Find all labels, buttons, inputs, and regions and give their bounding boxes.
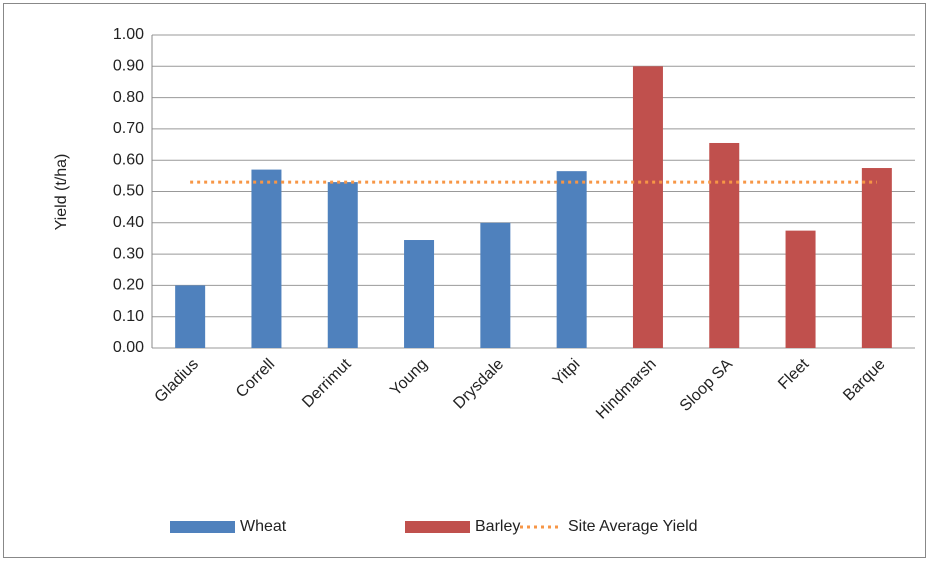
legend-label: Site Average Yield [568,518,698,535]
bar [404,240,435,348]
bar [556,171,587,348]
bar [861,168,892,348]
y-tick-label: 0.50 [113,183,144,200]
bar [175,285,206,348]
bar [632,66,663,349]
legend-swatch [170,521,235,533]
y-tick-label: 0.80 [113,89,144,106]
chart-frame [3,3,926,558]
bar [480,222,511,348]
bar [251,169,282,348]
y-tick-label: 0.20 [113,277,144,294]
bar [327,182,358,348]
y-tick-label: 0.10 [113,308,144,325]
y-tick-label: 0.90 [113,58,144,75]
y-tick-label: 0.60 [113,151,144,168]
legend-swatch [405,521,470,533]
y-axis-label: Yield (t/ha) [53,154,70,231]
y-tick-label: 0.00 [113,339,144,356]
y-tick-label: 1.00 [113,26,144,43]
bar [785,230,816,348]
y-tick-label: 0.30 [113,245,144,262]
bar [709,142,740,348]
legend-label: Wheat [240,518,287,535]
y-tick-label: 0.70 [113,120,144,137]
y-tick-label: 0.40 [113,214,144,231]
legend-label: Barley [475,518,520,535]
